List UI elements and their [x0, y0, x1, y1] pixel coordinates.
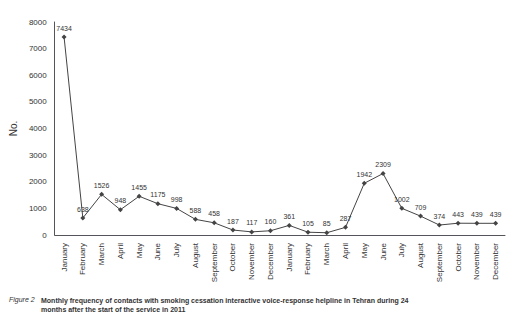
svg-text:443: 443 [452, 211, 464, 218]
svg-text:1002: 1002 [394, 196, 410, 203]
svg-text:July: July [172, 243, 181, 257]
svg-text:0: 0 [42, 231, 47, 240]
svg-text:March: March [322, 243, 331, 265]
svg-text:439: 439 [471, 211, 483, 218]
svg-text:998: 998 [171, 196, 183, 203]
svg-text:May: May [360, 243, 369, 258]
svg-text:1526: 1526 [94, 182, 110, 189]
svg-text:August: August [416, 242, 425, 268]
svg-text:September: September [435, 243, 444, 282]
svg-text:October: October [228, 243, 237, 272]
svg-text:5000: 5000 [29, 97, 47, 106]
svg-text:August: August [191, 242, 200, 268]
svg-text:287: 287 [340, 215, 352, 222]
svg-text:8000: 8000 [29, 18, 47, 27]
svg-text:458: 458 [208, 210, 220, 217]
svg-text:3000: 3000 [29, 151, 47, 160]
svg-text:2000: 2000 [29, 177, 47, 186]
svg-text:105: 105 [302, 220, 314, 227]
svg-text:June: June [153, 242, 162, 260]
svg-text:85: 85 [323, 220, 331, 227]
svg-text:November: November [247, 243, 256, 280]
svg-text:December: December [266, 243, 275, 280]
svg-text:April: April [116, 243, 125, 259]
svg-text:1942: 1942 [356, 171, 372, 178]
svg-text:187: 187 [227, 218, 239, 225]
svg-text:March: March [97, 243, 106, 265]
svg-text:May: May [135, 243, 144, 258]
svg-text:439: 439 [490, 211, 502, 218]
svg-text:June: June [379, 242, 388, 260]
svg-text:1175: 1175 [150, 191, 165, 198]
svg-text:No.: No. [8, 121, 19, 137]
svg-text:February: February [78, 243, 87, 275]
svg-text:2309: 2309 [375, 161, 391, 168]
svg-text:October: October [454, 243, 463, 272]
svg-text:117: 117 [246, 219, 257, 226]
svg-text:6000: 6000 [29, 71, 47, 80]
svg-text:361: 361 [283, 213, 295, 220]
svg-text:January: January [60, 243, 69, 271]
svg-text:December: December [491, 243, 500, 280]
svg-text:1455: 1455 [131, 184, 147, 191]
svg-text:April: April [341, 243, 350, 259]
svg-text:4000: 4000 [29, 124, 47, 133]
svg-text:7000: 7000 [29, 44, 47, 53]
svg-text:7434: 7434 [56, 25, 72, 32]
svg-text:709: 709 [415, 204, 427, 211]
svg-text:September: September [210, 243, 219, 282]
svg-text:1000: 1000 [29, 204, 47, 213]
svg-text:374: 374 [433, 213, 445, 220]
svg-text:Monthly frequency of contacts: Monthly frequency of contacts with smoki… [41, 297, 409, 305]
svg-text:months after the start of the: months after the start of the service in… [41, 306, 185, 313]
svg-text:February: February [303, 243, 312, 275]
svg-text:Figure 2: Figure 2 [9, 296, 35, 304]
svg-text:November: November [472, 243, 481, 280]
svg-text:588: 588 [190, 207, 202, 214]
svg-text:January: January [285, 243, 294, 271]
svg-text:638: 638 [77, 206, 89, 213]
svg-text:948: 948 [115, 197, 127, 204]
svg-text:July: July [397, 243, 406, 257]
svg-text:160: 160 [265, 218, 277, 225]
